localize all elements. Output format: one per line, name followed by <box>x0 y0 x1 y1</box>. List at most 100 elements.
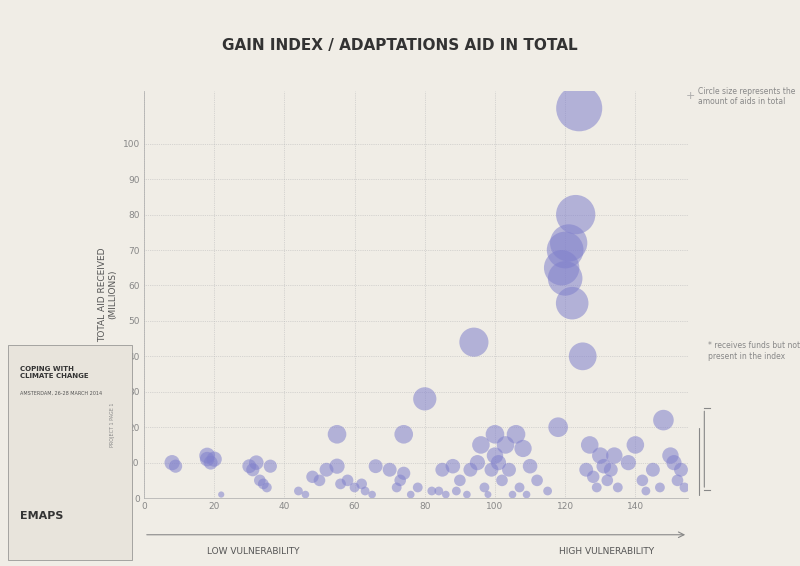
Point <box>299 490 312 499</box>
Point <box>604 465 617 474</box>
Point <box>570 210 582 219</box>
Point <box>524 462 537 471</box>
Point <box>566 299 578 308</box>
Point <box>254 476 266 485</box>
Point <box>358 486 371 495</box>
Point <box>436 465 449 474</box>
Text: COPING WITH
CLIMATE CHANGE: COPING WITH CLIMATE CHANGE <box>20 366 89 379</box>
Point <box>587 472 600 481</box>
Point <box>306 472 319 481</box>
Point <box>499 440 512 449</box>
Point <box>510 430 522 439</box>
Point <box>489 451 502 460</box>
Point <box>383 465 396 474</box>
Point <box>629 440 642 449</box>
Point <box>201 454 214 464</box>
Point <box>594 451 606 460</box>
Text: +: + <box>686 91 695 101</box>
Point <box>517 444 530 453</box>
Point <box>330 430 343 439</box>
Text: AMSTERDAM, 26-28 MARCH 2014: AMSTERDAM, 26-28 MARCH 2014 <box>20 391 102 396</box>
Point <box>433 486 446 495</box>
Point <box>583 440 596 449</box>
Point <box>664 451 677 460</box>
Point <box>208 454 221 464</box>
Point <box>411 483 424 492</box>
Point <box>657 415 670 424</box>
Point <box>439 490 452 499</box>
Point <box>474 440 487 449</box>
Y-axis label: TOTAL AID RECEIVED
(MILLIONS): TOTAL AID RECEIVED (MILLIONS) <box>98 247 117 341</box>
Point <box>671 476 684 485</box>
Point <box>555 263 568 272</box>
Point <box>489 430 502 439</box>
Text: EMAPS: EMAPS <box>20 511 63 521</box>
Point <box>243 462 256 471</box>
Text: GAIN INDEX / ADAPTATIONS AID IN TOTAL: GAIN INDEX / ADAPTATIONS AID IN TOTAL <box>222 38 578 53</box>
Point <box>667 458 680 467</box>
Point <box>513 483 526 492</box>
Point <box>674 465 687 474</box>
Point <box>390 483 403 492</box>
Point <box>334 479 347 488</box>
Point <box>558 274 571 283</box>
Point <box>573 104 586 113</box>
Point <box>348 483 361 492</box>
Point <box>250 458 262 467</box>
Point <box>355 479 368 488</box>
Point <box>450 486 462 495</box>
Point <box>404 490 417 499</box>
Point <box>215 490 228 499</box>
Point <box>580 465 593 474</box>
Point <box>636 476 649 485</box>
Point <box>562 238 575 247</box>
Point <box>646 465 659 474</box>
Point <box>370 462 382 471</box>
Text: PROJECT 1 PAGE 1: PROJECT 1 PAGE 1 <box>110 402 114 447</box>
Point <box>552 423 565 432</box>
Text: * receives funds but not
present in the index: * receives funds but not present in the … <box>708 341 800 361</box>
Point <box>485 465 498 474</box>
Point <box>471 458 484 467</box>
Point <box>446 462 459 471</box>
Point <box>520 490 533 499</box>
Text: LOW VULNERABILITY: LOW VULNERABILITY <box>206 547 299 556</box>
Point <box>482 490 494 499</box>
Point <box>506 490 519 499</box>
Point <box>467 338 480 347</box>
Point <box>639 486 652 495</box>
Point <box>502 465 515 474</box>
Point <box>398 469 410 478</box>
Point <box>598 462 610 471</box>
Point <box>313 476 326 485</box>
Point <box>454 476 466 485</box>
Point <box>394 476 406 485</box>
Point <box>418 395 431 404</box>
Point <box>542 486 554 495</box>
Point <box>292 486 305 495</box>
Point <box>611 483 624 492</box>
Point <box>558 246 571 255</box>
Point <box>622 458 634 467</box>
Point <box>654 483 666 492</box>
Point <box>246 465 259 474</box>
Point <box>169 462 182 471</box>
Point <box>398 430 410 439</box>
Point <box>530 476 543 485</box>
Point <box>608 451 621 460</box>
Point <box>261 483 274 492</box>
Text: Circle size represents the
amount of aids in total: Circle size represents the amount of aid… <box>698 87 796 106</box>
Point <box>426 486 438 495</box>
Point <box>320 465 333 474</box>
Text: HIGH VULNERABILITY: HIGH VULNERABILITY <box>559 547 654 556</box>
Point <box>678 483 691 492</box>
Point <box>461 490 474 499</box>
Point <box>257 479 270 488</box>
Point <box>204 458 217 467</box>
Point <box>166 458 178 467</box>
Point <box>264 462 277 471</box>
Point <box>478 483 491 492</box>
Point <box>495 476 508 485</box>
Point <box>576 352 589 361</box>
Point <box>590 483 603 492</box>
